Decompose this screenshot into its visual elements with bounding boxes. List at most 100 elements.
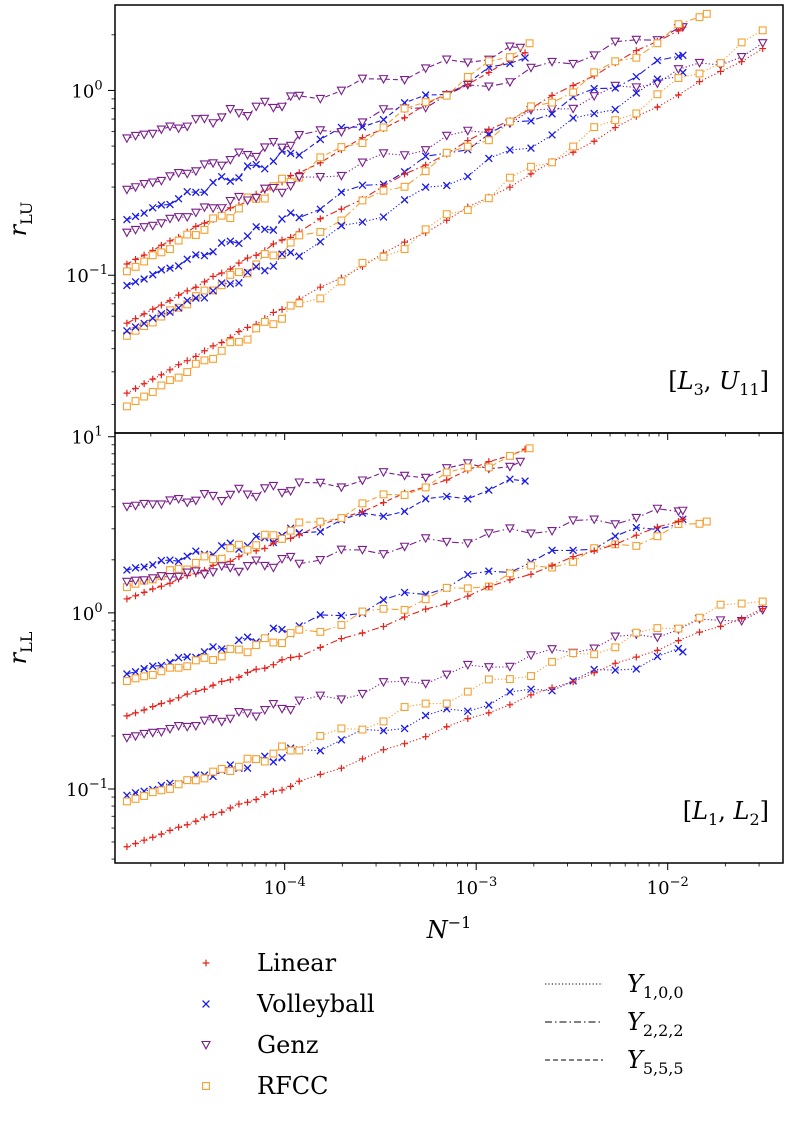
x-minor-ticks	[150, 433, 760, 437]
data-point	[252, 541, 261, 550]
data-point	[226, 279, 235, 288]
data-point	[147, 728, 158, 738]
data-point	[526, 63, 536, 73]
data-point	[209, 354, 218, 363]
data-point	[758, 26, 767, 35]
data-point	[421, 595, 430, 604]
data-point	[357, 118, 368, 128]
data-point	[278, 174, 286, 183]
data-point	[139, 180, 150, 190]
data-point	[277, 488, 287, 498]
series-volleyball	[123, 475, 529, 574]
data-point	[269, 157, 278, 166]
data-point	[673, 65, 684, 75]
data-point	[278, 236, 286, 244]
data-point	[675, 91, 682, 99]
data-point	[201, 347, 208, 355]
data-point	[401, 740, 408, 748]
data-point	[521, 54, 529, 62]
data-point	[226, 645, 235, 653]
data-point	[316, 770, 324, 778]
data-point	[653, 90, 662, 99]
data-point	[183, 230, 192, 239]
data-point	[226, 177, 235, 186]
data-point	[441, 131, 452, 141]
data-point	[590, 547, 598, 555]
data-point	[483, 82, 494, 92]
data-point	[420, 679, 431, 689]
data-point	[268, 563, 279, 573]
data-point	[140, 563, 148, 571]
data-point	[463, 142, 472, 151]
data-point	[217, 542, 226, 550]
data-point	[269, 320, 278, 329]
legend-label: Y1,0,0	[627, 970, 684, 1002]
data-point	[200, 653, 209, 662]
data-point	[295, 652, 303, 660]
data-point	[259, 143, 270, 153]
data-point	[358, 725, 367, 734]
data-point	[589, 51, 600, 61]
series-rfcc	[122, 517, 711, 686]
data-point	[157, 371, 165, 379]
data-point	[217, 645, 226, 653]
data-point	[234, 762, 243, 771]
data-point	[442, 699, 451, 708]
series-group	[121, 444, 768, 851]
series-genz	[121, 42, 526, 144]
legend-item-model: Y1,0,0	[545, 970, 684, 1002]
data-point	[569, 678, 577, 686]
series-line	[126, 647, 684, 796]
data-point	[569, 142, 578, 151]
data-point	[123, 260, 131, 268]
data-point	[400, 588, 409, 597]
data-point	[139, 576, 150, 586]
data-point	[379, 512, 388, 521]
y-tick-label: 101	[71, 425, 102, 449]
data-point	[286, 629, 295, 637]
data-point	[483, 529, 494, 539]
data-point	[123, 670, 131, 678]
y-axis-label: rLL	[4, 631, 36, 664]
data-point	[121, 577, 132, 587]
data-point	[269, 758, 278, 766]
data-point	[216, 562, 227, 572]
data-point	[278, 742, 286, 751]
series-group	[121, 9, 768, 411]
data-point	[149, 305, 157, 313]
data-point	[420, 64, 431, 74]
data-point	[295, 531, 303, 539]
data-point	[674, 52, 683, 61]
data-point	[174, 373, 183, 382]
data-point	[506, 183, 514, 191]
data-point	[590, 109, 599, 118]
data-point	[610, 632, 621, 642]
data-point	[400, 491, 409, 499]
data-point	[316, 237, 325, 246]
data-point	[358, 139, 367, 147]
data-point	[190, 208, 201, 218]
data-point	[442, 468, 451, 477]
data-point	[759, 605, 767, 613]
data-point	[252, 641, 261, 650]
data-point	[157, 786, 166, 795]
data-point	[200, 225, 209, 234]
data-point	[399, 151, 410, 161]
data-point	[157, 265, 166, 274]
data-point	[217, 346, 226, 355]
data-point	[568, 104, 579, 114]
data-point	[337, 764, 345, 772]
data-point	[462, 660, 473, 670]
data-point	[632, 523, 641, 532]
data-point	[209, 642, 217, 651]
data-point	[122, 677, 131, 686]
data-point	[421, 699, 430, 708]
data-point	[674, 74, 683, 82]
data-point	[201, 278, 208, 286]
y-tick-label: 100	[71, 601, 102, 625]
data-point	[525, 39, 534, 48]
data-point	[420, 146, 431, 156]
data-point	[316, 746, 325, 755]
data-point	[157, 700, 165, 707]
data-point	[200, 188, 209, 197]
